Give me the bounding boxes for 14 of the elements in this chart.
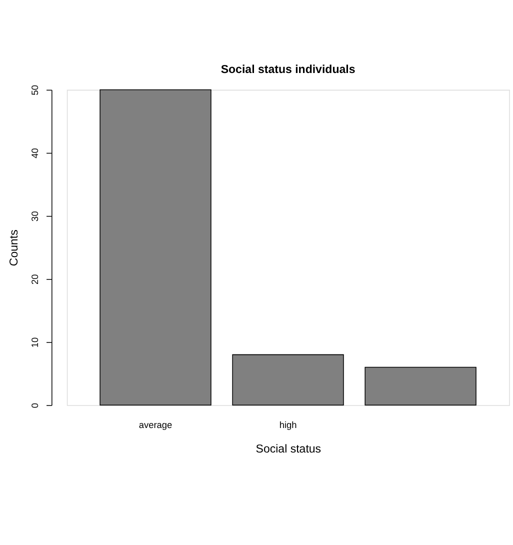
y-tick-label: 0 bbox=[30, 402, 40, 408]
bar bbox=[364, 366, 476, 406]
x-tick-label: average bbox=[138, 420, 172, 430]
bar bbox=[232, 354, 344, 406]
bar bbox=[100, 89, 212, 406]
x-axis-title: Social status bbox=[256, 443, 322, 456]
y-tick-label: 30 bbox=[30, 211, 40, 222]
y-tick-label: 20 bbox=[30, 274, 40, 285]
y-tick-label: 50 bbox=[30, 85, 40, 96]
x-tick-label: high bbox=[279, 420, 297, 430]
y-tick-label: 10 bbox=[30, 337, 40, 348]
y-axis-title: Counts bbox=[8, 229, 20, 266]
y-tick-label: 40 bbox=[30, 148, 40, 158]
chart-title: Social status individuals bbox=[220, 64, 356, 76]
